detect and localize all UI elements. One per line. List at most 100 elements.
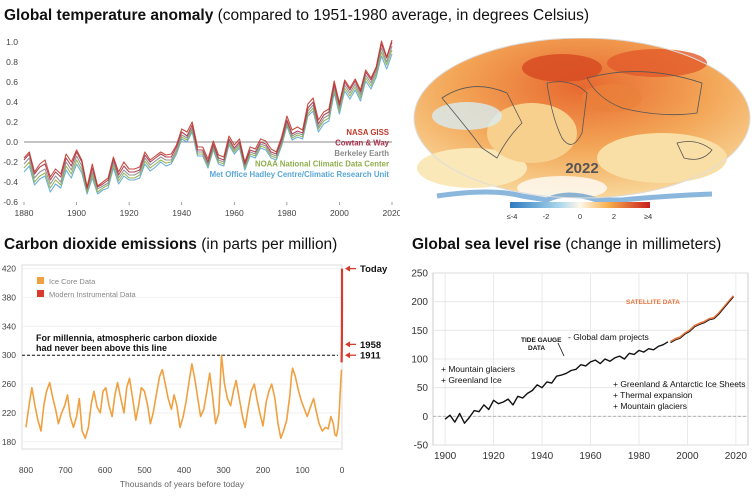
sea-y-tick: 200: [411, 297, 428, 308]
colorbar-tick: ≤-4: [507, 212, 518, 221]
map-year-label: 2022: [565, 160, 598, 177]
sea-x-tick: 1960: [579, 451, 602, 462]
co2-marker-arrowhead: [345, 265, 350, 272]
sea-x-tick: 1920: [482, 451, 505, 462]
co2-chart: 420 380 340 300 260 220 180 800 700 600 500 400 300 2…: [2, 264, 388, 489]
colorbar-tick: 0: [578, 212, 582, 221]
co2-x-tick: 300: [216, 465, 230, 475]
co2-ice-core-line: [25, 354, 343, 439]
sea-tide-gauge-line: [444, 341, 669, 424]
temp-legend-entry: Cowtan & Way: [335, 139, 390, 148]
co2-marker-label: Today: [360, 264, 388, 275]
sea-x-tick: 1980: [628, 451, 651, 462]
co2-annotation-line1: For millennia, atmospheric carbon dioxid…: [36, 333, 217, 343]
sea-annotation-icesheets: + Greenland & Antarctic Ice Sheets: [613, 379, 746, 389]
co2-x-label: Thousands of years before today: [120, 479, 245, 489]
co2-legend-entry: Modern Instrumental Data: [49, 290, 137, 299]
temp-y-tick: 0.6: [6, 77, 18, 87]
sea-title-sub: (change in millimeters): [565, 236, 722, 253]
co2-marker-arrowhead: [345, 352, 350, 359]
temp-x-tick: 1960: [225, 208, 244, 218]
sea-y-tick: 100: [411, 355, 428, 366]
sea-annotation-thermal: + Thermal expansion: [613, 390, 693, 400]
co2-legend-entry: Ice Core Data: [49, 277, 96, 286]
co2-y-tick: 180: [2, 437, 16, 447]
co2-marker-arrowhead: [345, 341, 350, 348]
sea-y-tick: 250: [411, 269, 428, 280]
colorbar-tick: -2: [543, 212, 550, 221]
temp-y-tick: -0.2: [3, 157, 18, 167]
sea-satellite-overlay: [670, 296, 734, 344]
sea-x-tick: 1900: [434, 451, 457, 462]
sea-title-main: Global sea level rise: [412, 236, 562, 253]
colorbar: [510, 202, 650, 208]
co2-title-sub: (in parts per million): [201, 236, 338, 253]
colorbar-tick: ≥4: [644, 212, 652, 221]
temp-y-tick: 0.2: [6, 117, 18, 127]
co2-x-tick: 600: [98, 465, 112, 475]
sea-annotation-tide1: TIDE GAUGE: [521, 337, 562, 344]
temp-x-tick: 1880: [15, 208, 34, 218]
temp-x-tick: 1920: [120, 208, 139, 218]
co2-y-tick: 260: [2, 379, 16, 389]
temp-series-line: [23, 39, 393, 188]
sea-annotation-satellite: SATELLITE DATA: [626, 299, 680, 306]
co2-y-tick: 380: [2, 292, 16, 302]
sea-annotation-tide-pointer: [557, 342, 565, 357]
temp-y-tick: 0.4: [6, 97, 18, 107]
sea-annotation-glaciers1: + Mountain glaciers: [441, 364, 515, 374]
temp-y-tick: -0.4: [3, 177, 18, 187]
temp-x-tick: 1900: [67, 208, 86, 218]
temp-title-sub: (compared to 1951-1980 average, in degre…: [217, 7, 589, 24]
colorbar-ticks: ≤-4 -2 0 2 ≥4: [507, 212, 653, 221]
temp-legend-entry: NOAA National Climatic Data Center: [255, 160, 389, 169]
temp-series-line: [23, 49, 393, 193]
co2-legend-swatch: [37, 277, 44, 284]
co2-x-tick: 800: [19, 465, 33, 475]
temp-x-tick: 2000: [330, 208, 349, 218]
sea-annotation-greenland: + Greenland Ice: [441, 375, 502, 385]
co2-annotation-line2: had never been above this line: [36, 343, 167, 353]
co2-marker-label: 1958: [360, 340, 381, 351]
co2-legend-swatch: [37, 290, 44, 297]
co2-title: Carbon dioxide emissions (in parts per m…: [4, 236, 337, 254]
temp-x-tick: 2020: [383, 208, 400, 218]
co2-x-tick: 500: [137, 465, 151, 475]
temp-y-tick: 0.0: [6, 137, 18, 147]
temp-x-tick: 1980: [277, 208, 296, 218]
temp-y-tick: 1.0: [6, 37, 18, 47]
temp-legend-entry: Met Office Hadley Centre/Climatic Resear…: [210, 170, 390, 179]
temp-legend-entry: NASA GISS: [346, 128, 389, 137]
temp-title-main: Global temperature anomaly: [4, 7, 214, 24]
co2-x-tick: 0: [340, 465, 345, 475]
co2-x-tick: 100: [295, 465, 309, 475]
sea-y-tick: -50: [414, 441, 429, 452]
sea-y-tick: 50: [417, 383, 429, 394]
sea-y-tick: 0: [422, 412, 428, 423]
temp-legend-entry: Berkeley Earth: [334, 149, 389, 158]
sea-annotation-tide2: DATA: [528, 345, 545, 352]
sea-satellite-line: [669, 295, 735, 343]
co2-marker-label: 1911: [360, 351, 381, 362]
sea-annotation-dams: - Global dam projects: [568, 332, 649, 342]
co2-y-tick: 220: [2, 408, 16, 418]
co2-x-tick: 200: [256, 465, 270, 475]
co2-y-tick: 300: [2, 350, 16, 360]
temp-y-tick: 0.8: [6, 57, 18, 67]
temp-title: Global temperature anomaly (compared to …: [4, 7, 589, 25]
co2-y-tick: 420: [2, 264, 16, 274]
sea-annotation-glaciers2: + Mountain glaciers: [613, 401, 687, 411]
sea-level-chart: 250 200 150 100 50 0 -50 1900 1920 1940 1960 1980 20…: [411, 269, 749, 462]
co2-title-main: Carbon dioxide emissions: [4, 236, 197, 253]
sea-title: Global sea level rise (change in millime…: [412, 236, 721, 254]
co2-x-tick: 700: [58, 465, 72, 475]
colorbar-tick: 2: [612, 212, 616, 221]
sea-x-tick: 2020: [725, 451, 748, 462]
temp-x-tick: 1940: [172, 208, 191, 218]
temperature-map: 2022 ≤-4 -2 0 2 ≥4: [413, 38, 751, 221]
temp-y-tick: -0.6: [3, 197, 18, 207]
sea-x-tick: 1940: [531, 451, 554, 462]
co2-y-tick: 340: [2, 321, 16, 331]
co2-x-tick: 400: [177, 465, 191, 475]
